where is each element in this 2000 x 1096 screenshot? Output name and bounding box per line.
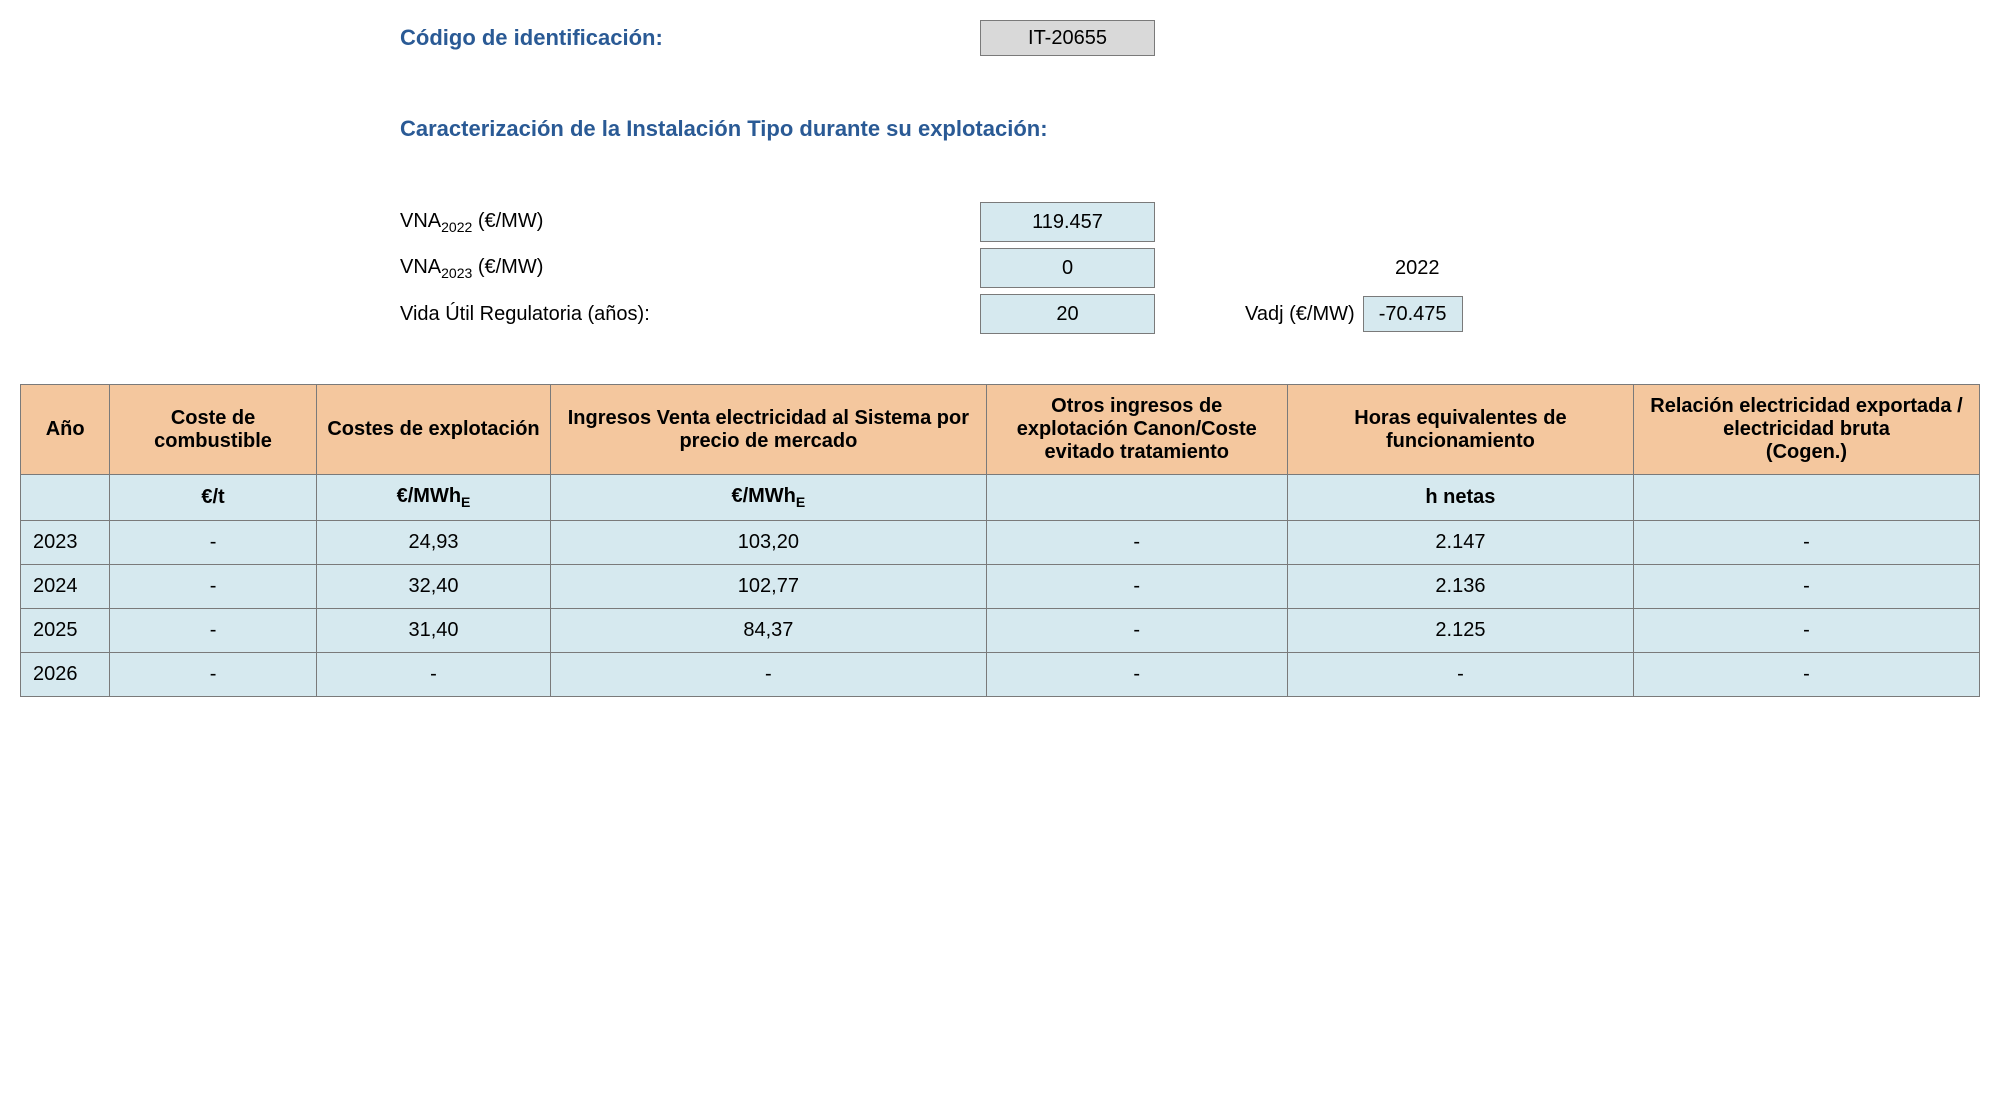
cell-year: 2024	[21, 565, 110, 609]
col-header-otros: Otros ingresos de explotación Canon/Cost…	[986, 385, 1287, 475]
unit-combustible: €/t	[110, 475, 317, 521]
unit-ingresos-sub: E	[796, 494, 805, 510]
cell-explotacion: 32,40	[316, 565, 550, 609]
identification-section: Código de identificación: IT-20655	[400, 20, 1980, 56]
vna2023-sub: 2023	[441, 265, 472, 281]
table-units-row: €/t €/MWhE €/MWhE h netas	[21, 475, 1980, 521]
col-header-relacion-l1: Relación electricidad exportada / electr…	[1650, 395, 1962, 440]
vna2022-value: 119.457	[980, 202, 1155, 242]
cell-ingresos: -	[551, 653, 986, 697]
col-header-relacion: Relación electricidad exportada / electr…	[1633, 385, 1979, 475]
table-header-row: Año Coste de combustible Costes de explo…	[21, 385, 1980, 475]
params-section: VNA2022 (€/MW) 119.457 VNA2023 (€/MW) 0 …	[400, 202, 1980, 334]
cell-year: 2023	[21, 521, 110, 565]
cell-relacion: -	[1633, 609, 1979, 653]
vadj-label: Vadj (€/MW)	[1245, 303, 1355, 326]
cell-relacion: -	[1633, 565, 1979, 609]
cell-combustible: -	[110, 521, 317, 565]
vna2023-label: VNA2023 (€/MW)	[400, 256, 980, 281]
unit-ingresos: €/MWhE	[551, 475, 986, 521]
vna2023-value: 0	[980, 248, 1155, 288]
vna2022-sub: 2022	[441, 219, 472, 235]
vna2023-row: VNA2023 (€/MW) 0 2022	[400, 248, 1980, 288]
vadj-value: -70.475	[1363, 296, 1463, 332]
cell-combustible: -	[110, 609, 317, 653]
cell-relacion: -	[1633, 653, 1979, 697]
unit-otros	[986, 475, 1287, 521]
vna2022-label-pre: VNA	[400, 210, 441, 232]
unit-relacion	[1633, 475, 1979, 521]
unit-explotacion: €/MWhE	[316, 475, 550, 521]
cell-otros: -	[986, 565, 1287, 609]
cell-ingresos: 102,77	[551, 565, 986, 609]
vna2023-label-pre: VNA	[400, 256, 441, 278]
cell-horas: -	[1287, 653, 1633, 697]
vna2022-row: VNA2022 (€/MW) 119.457	[400, 202, 1980, 242]
col-header-ingresos: Ingresos Venta electricidad al Sistema p…	[551, 385, 986, 475]
cell-relacion: -	[1633, 521, 1979, 565]
unit-ano	[21, 475, 110, 521]
cell-otros: -	[986, 609, 1287, 653]
cell-ingresos: 103,20	[551, 521, 986, 565]
vida-row: Vida Útil Regulatoria (años): 20 Vadj (€…	[400, 294, 1980, 334]
col-header-combustible: Coste de combustible	[110, 385, 317, 475]
main-data-table: Año Coste de combustible Costes de explo…	[20, 384, 1980, 697]
col-header-horas: Horas equivalentes de funcionamiento	[1287, 385, 1633, 475]
vida-value: 20	[980, 294, 1155, 334]
id-row: Código de identificación: IT-20655	[400, 20, 1980, 56]
cell-combustible: -	[110, 565, 317, 609]
vna2022-label: VNA2022 (€/MW)	[400, 210, 980, 235]
col-header-ano: Año	[21, 385, 110, 475]
col-header-explotacion: Costes de explotación	[316, 385, 550, 475]
cell-horas: 2.136	[1287, 565, 1633, 609]
table-row: 2025 - 31,40 84,37 - 2.125 -	[21, 609, 1980, 653]
table-body: €/t €/MWhE €/MWhE h netas 2023 - 24,93 1…	[21, 475, 1980, 697]
cell-year: 2026	[21, 653, 110, 697]
cell-otros: -	[986, 653, 1287, 697]
id-label: Código de identificación:	[400, 25, 980, 51]
cell-year: 2025	[21, 609, 110, 653]
col-header-relacion-l2: (Cogen.)	[1766, 441, 1847, 463]
vadj-wrap: Vadj (€/MW) -70.475	[1245, 296, 1463, 332]
vida-label: Vida Útil Regulatoria (años):	[400, 303, 980, 326]
cell-horas: 2.147	[1287, 521, 1633, 565]
table-row: 2023 - 24,93 103,20 - 2.147 -	[21, 521, 1980, 565]
unit-explotacion-sub: E	[461, 494, 470, 510]
cell-horas: 2.125	[1287, 609, 1633, 653]
cell-combustible: -	[110, 653, 317, 697]
vna2023-side-year: 2022	[1395, 257, 1440, 280]
cell-explotacion: -	[316, 653, 550, 697]
table-header: Año Coste de combustible Costes de explo…	[21, 385, 1980, 475]
vna2022-label-post: (€/MW)	[472, 210, 543, 232]
cell-ingresos: 84,37	[551, 609, 986, 653]
cell-explotacion: 24,93	[316, 521, 550, 565]
vna2023-label-post: (€/MW)	[472, 256, 543, 278]
table-row: 2024 - 32,40 102,77 - 2.136 -	[21, 565, 1980, 609]
table-row: 2026 - - - - - -	[21, 653, 1980, 697]
cell-otros: -	[986, 521, 1287, 565]
section-title: Caracterización de la Instalación Tipo d…	[400, 116, 1980, 142]
id-value-box: IT-20655	[980, 20, 1155, 56]
cell-explotacion: 31,40	[316, 609, 550, 653]
unit-horas: h netas	[1287, 475, 1633, 521]
